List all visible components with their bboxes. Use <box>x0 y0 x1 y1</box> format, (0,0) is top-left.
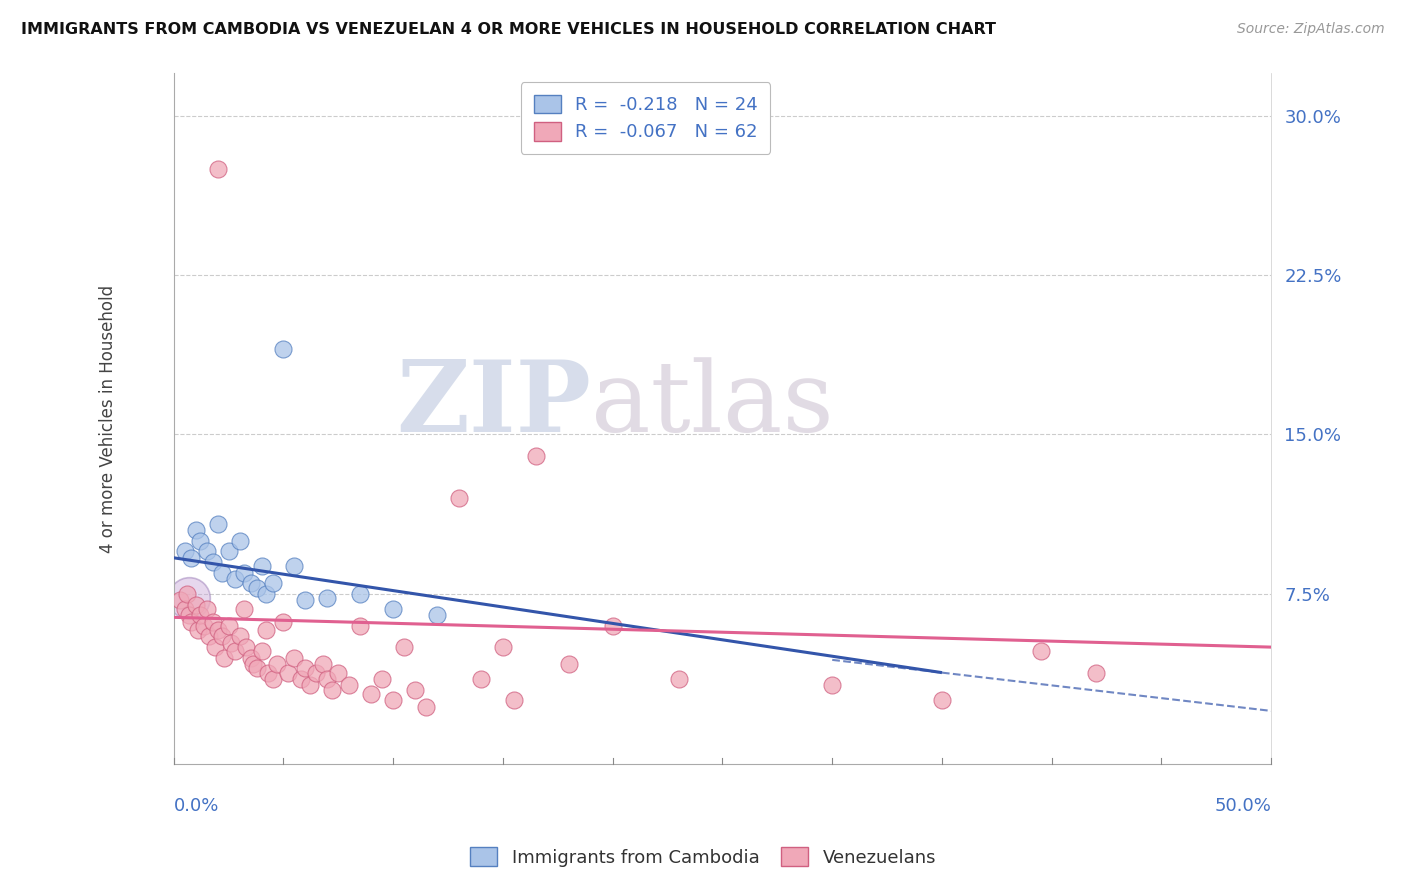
Point <box>188 608 211 623</box>
Point <box>404 682 426 697</box>
Point <box>312 657 335 672</box>
Point <box>193 619 215 633</box>
Point <box>235 640 257 654</box>
Point <box>198 630 221 644</box>
Point <box>246 581 269 595</box>
Point <box>173 544 195 558</box>
Point <box>177 591 200 606</box>
Point <box>337 678 360 692</box>
Text: IMMIGRANTS FROM CAMBODIA VS VENEZUELAN 4 OR MORE VEHICLES IN HOUSEHOLD CORRELATI: IMMIGRANTS FROM CAMBODIA VS VENEZUELAN 4… <box>21 22 995 37</box>
Point <box>228 533 250 548</box>
Text: ZIP: ZIP <box>396 356 591 453</box>
Legend: Immigrants from Cambodia, Venezuelans: Immigrants from Cambodia, Venezuelans <box>463 840 943 874</box>
Point <box>668 672 690 686</box>
Point <box>219 636 242 650</box>
Text: Source: ZipAtlas.com: Source: ZipAtlas.com <box>1237 22 1385 37</box>
Point <box>195 544 218 558</box>
Point <box>524 449 547 463</box>
Point <box>290 672 312 686</box>
Point <box>305 665 328 680</box>
Point <box>239 576 262 591</box>
Point <box>382 693 405 707</box>
Point <box>180 550 202 565</box>
Point <box>470 672 492 686</box>
Point <box>188 533 211 548</box>
Point <box>233 566 256 580</box>
Point <box>184 598 207 612</box>
Point <box>262 576 284 591</box>
Point <box>211 630 233 644</box>
Point <box>233 602 256 616</box>
Point <box>257 665 280 680</box>
Point <box>492 640 515 654</box>
Point <box>224 644 246 658</box>
Point <box>207 516 229 531</box>
Text: 50.0%: 50.0% <box>1215 797 1271 815</box>
Point <box>177 608 200 623</box>
Point <box>218 619 240 633</box>
Point <box>246 661 269 675</box>
Point <box>503 693 526 707</box>
Text: 0.0%: 0.0% <box>174 797 219 815</box>
Point <box>449 491 471 506</box>
Point <box>207 161 229 176</box>
Point <box>415 699 437 714</box>
Point <box>180 615 202 629</box>
Text: atlas: atlas <box>591 357 834 452</box>
Point <box>602 619 624 633</box>
Point <box>382 602 405 616</box>
Point <box>254 587 277 601</box>
Point <box>228 630 250 644</box>
Point <box>426 608 449 623</box>
Point <box>202 615 225 629</box>
Point <box>558 657 581 672</box>
Legend: R =  -0.218   N = 24, R =  -0.067   N = 62: R = -0.218 N = 24, R = -0.067 N = 62 <box>520 82 770 154</box>
Point <box>254 623 277 637</box>
Point <box>283 650 305 665</box>
Point <box>242 657 264 672</box>
Point <box>328 665 350 680</box>
Point <box>321 682 343 697</box>
Point <box>173 602 195 616</box>
Point <box>273 343 295 357</box>
Point <box>298 678 321 692</box>
Point <box>202 555 225 569</box>
Point <box>371 672 394 686</box>
Point <box>211 566 233 580</box>
Point <box>360 687 382 701</box>
Point <box>239 650 262 665</box>
Point <box>349 619 371 633</box>
Text: 4 or more Vehicles in Household: 4 or more Vehicles in Household <box>98 285 117 552</box>
Point <box>316 672 339 686</box>
Point <box>392 640 415 654</box>
Point <box>349 587 371 601</box>
Point <box>1084 665 1107 680</box>
Point <box>294 661 316 675</box>
Point <box>184 523 207 537</box>
Point <box>250 559 273 574</box>
Point <box>262 672 284 686</box>
Point <box>277 665 299 680</box>
Point <box>218 544 240 558</box>
Point <box>1029 644 1052 658</box>
Point <box>224 572 246 586</box>
Point <box>204 640 226 654</box>
Point <box>931 693 953 707</box>
Point <box>821 678 844 692</box>
Point <box>316 591 339 606</box>
Point <box>176 587 198 601</box>
Point <box>169 593 191 607</box>
Point <box>283 559 305 574</box>
Point <box>273 615 295 629</box>
Point <box>195 602 218 616</box>
Point <box>294 593 316 607</box>
Point <box>207 623 229 637</box>
Point <box>266 657 288 672</box>
Point <box>250 644 273 658</box>
Point <box>212 650 235 665</box>
Point <box>187 623 209 637</box>
